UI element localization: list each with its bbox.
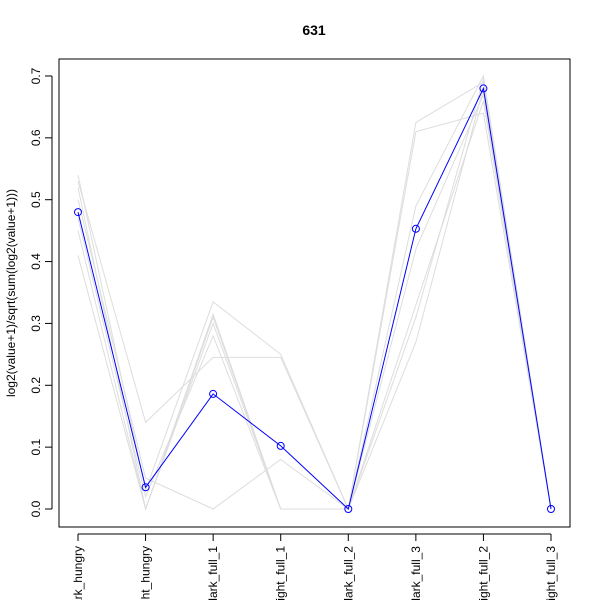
plot-frame	[58, 58, 571, 528]
y-tick-label: 0.6	[29, 129, 43, 146]
background-series-line	[77, 112, 552, 511]
y-tick-label: 0.0	[29, 500, 43, 517]
y-tick-label: 0.3	[29, 315, 43, 332]
background-series-line	[77, 81, 552, 511]
chart-title: 631	[302, 22, 326, 38]
data-point	[344, 505, 353, 513]
background-series-line	[77, 92, 552, 511]
x-tick-label: dark_hungry	[71, 546, 85, 600]
highlight-series-line	[77, 86, 552, 510]
x-tick-label: dark_full_1	[206, 546, 220, 600]
data-point	[74, 208, 82, 217]
y-axis: 0.0 0.1 0.2 0.3 0.4 0.5 0.6 0.7	[29, 67, 53, 517]
data-point	[209, 389, 218, 398]
x-tick-label: light_hungry	[139, 546, 153, 600]
background-series-line	[77, 100, 552, 510]
data-point	[411, 224, 420, 233]
y-tick-label: 0.5	[29, 191, 43, 208]
y-tick-label: 0.2	[29, 377, 43, 394]
data-point	[479, 84, 488, 93]
background-series-line	[77, 78, 552, 511]
x-axis: dark_hungry light_hungry dark_full_1 light_…	[71, 533, 558, 600]
x-tick-label: light_full_2	[476, 546, 490, 600]
highlight-series-group	[74, 84, 555, 513]
data-point	[276, 441, 285, 450]
y-tick-label: 0.7	[29, 67, 43, 84]
y-axis-label: log2(value+1)/sqrt(sum(log2(value+1)))	[4, 189, 18, 397]
x-tick-label: light_full_1	[274, 546, 288, 600]
background-series-line	[77, 74, 552, 511]
x-tick-label: light_full_3	[544, 546, 558, 600]
data-point	[141, 483, 150, 492]
background-series-group	[77, 74, 552, 511]
x-tick-label: dark_full_3	[409, 546, 423, 600]
background-series-line	[77, 88, 552, 510]
y-tick-label: 0.4	[29, 253, 43, 270]
x-tick-label: dark_full_2	[341, 546, 355, 600]
data-point	[547, 505, 555, 513]
y-tick-label: 0.1	[29, 438, 43, 455]
